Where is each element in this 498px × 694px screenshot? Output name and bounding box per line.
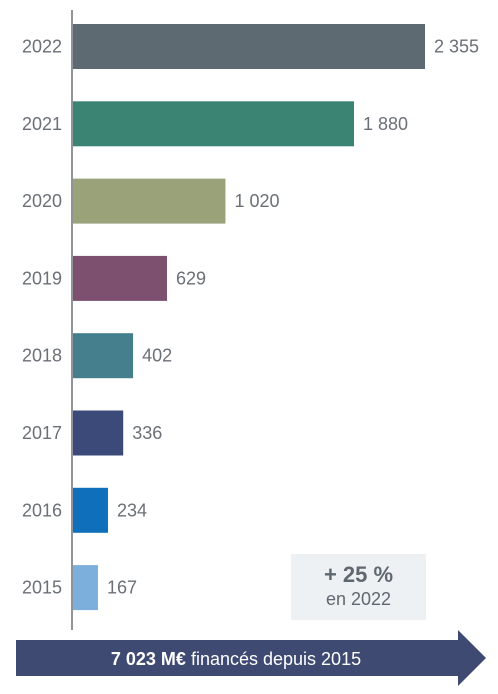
bar-2018	[73, 333, 134, 379]
summary-banner-text: 7 023 M€ financés depuis 2015	[16, 640, 456, 678]
banner-amount: 7 023 M€	[110, 649, 186, 669]
category-label-2021: 2021	[22, 114, 62, 134]
category-label-2015: 2015	[22, 578, 62, 598]
bar-2019	[73, 255, 168, 301]
bar-2020	[73, 178, 226, 224]
bar-chart: 2022 2 355 2021 1 880 2020 1 020 2019 629 2018 40…	[22, 10, 479, 630]
bar-2021	[73, 101, 355, 147]
value-label-2015: 167	[107, 578, 137, 598]
banner-arrow-shape	[16, 630, 486, 686]
value-label-2017: 336	[132, 423, 162, 443]
value-label-2018: 402	[142, 346, 172, 366]
category-label-2018: 2018	[22, 346, 62, 366]
growth-callout: + 25 % en 2022	[291, 554, 426, 620]
bar-2016	[73, 487, 108, 533]
category-label-2016: 2016	[22, 500, 62, 520]
value-label-2019: 629	[176, 268, 206, 288]
value-label-2016: 234	[117, 500, 147, 520]
bars-group: 2022 2 355 2021 1 880 2020 1 020 2019 629 2018 40…	[22, 24, 479, 611]
category-label-2019: 2019	[22, 268, 62, 288]
summary-banner-arrow	[16, 630, 486, 686]
bar-2022	[73, 24, 425, 69]
value-label-2021: 1 880	[363, 114, 408, 134]
bar-2015	[73, 565, 98, 611]
growth-caption: en 2022	[325, 589, 392, 609]
growth-value: + 25 %	[323, 562, 394, 587]
value-label-2020: 1 020	[234, 191, 279, 211]
category-label-2022: 2022	[22, 37, 62, 57]
category-label-2017: 2017	[22, 423, 62, 443]
bar-2017	[73, 410, 124, 456]
value-label-2022: 2 355	[434, 37, 479, 57]
category-label-2020: 2020	[22, 191, 62, 211]
banner-caption: financés depuis 2015	[185, 649, 362, 669]
